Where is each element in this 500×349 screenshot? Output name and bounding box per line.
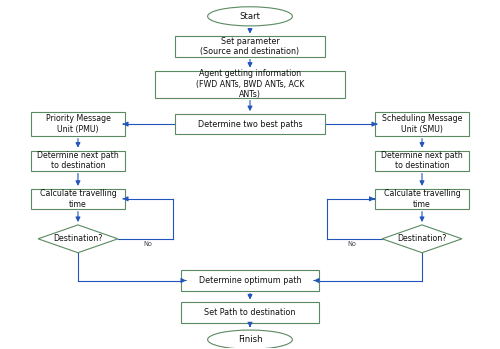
FancyBboxPatch shape bbox=[374, 112, 470, 136]
Text: Finish: Finish bbox=[238, 335, 262, 344]
FancyBboxPatch shape bbox=[374, 189, 470, 209]
FancyBboxPatch shape bbox=[175, 37, 325, 57]
Text: No: No bbox=[144, 241, 152, 247]
FancyBboxPatch shape bbox=[374, 150, 470, 171]
Polygon shape bbox=[38, 225, 118, 253]
Polygon shape bbox=[382, 225, 462, 253]
FancyBboxPatch shape bbox=[156, 70, 344, 98]
Ellipse shape bbox=[208, 330, 292, 349]
FancyBboxPatch shape bbox=[30, 150, 126, 171]
FancyBboxPatch shape bbox=[30, 112, 126, 136]
Text: Agent getting information
(FWD ANTs, BWD ANTs, ACK
ANTs): Agent getting information (FWD ANTs, BWD… bbox=[196, 69, 304, 99]
Text: Determine optimum path: Determine optimum path bbox=[199, 276, 301, 285]
Text: Set Path to destination: Set Path to destination bbox=[204, 308, 296, 317]
Text: No: No bbox=[348, 241, 356, 247]
Text: Determine next path
to destination: Determine next path to destination bbox=[37, 151, 119, 170]
Text: Calculate travelling
time: Calculate travelling time bbox=[384, 189, 460, 209]
FancyBboxPatch shape bbox=[182, 270, 318, 291]
Text: Set parameter
(Source and destination): Set parameter (Source and destination) bbox=[200, 37, 300, 56]
Text: Determine next path
to destination: Determine next path to destination bbox=[381, 151, 463, 170]
FancyBboxPatch shape bbox=[30, 189, 126, 209]
Text: Start: Start bbox=[240, 12, 260, 21]
Text: Scheduling Message
Unit (SMU): Scheduling Message Unit (SMU) bbox=[382, 114, 462, 134]
FancyBboxPatch shape bbox=[182, 303, 318, 322]
Ellipse shape bbox=[208, 7, 292, 26]
Text: Determine two best paths: Determine two best paths bbox=[198, 120, 302, 128]
FancyBboxPatch shape bbox=[175, 114, 325, 134]
Text: Destination?: Destination? bbox=[54, 234, 102, 243]
Text: Destination?: Destination? bbox=[398, 234, 446, 243]
Text: Priority Message
Unit (PMU): Priority Message Unit (PMU) bbox=[46, 114, 110, 134]
Text: Calculate travelling
time: Calculate travelling time bbox=[40, 189, 117, 209]
